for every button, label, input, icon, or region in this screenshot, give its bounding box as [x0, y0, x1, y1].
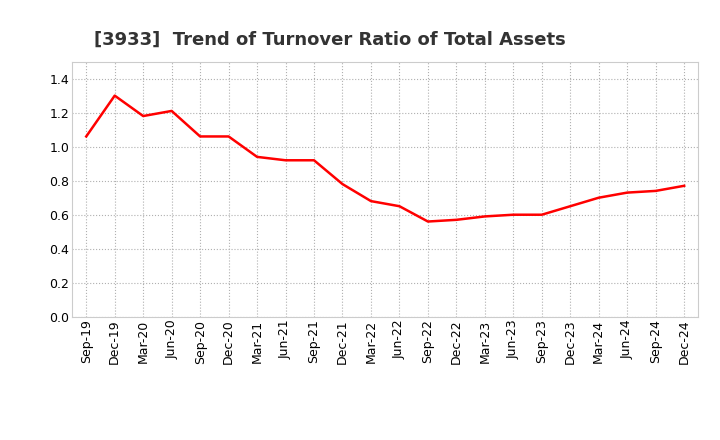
Text: [3933]  Trend of Turnover Ratio of Total Assets: [3933] Trend of Turnover Ratio of Total …	[94, 31, 565, 49]
